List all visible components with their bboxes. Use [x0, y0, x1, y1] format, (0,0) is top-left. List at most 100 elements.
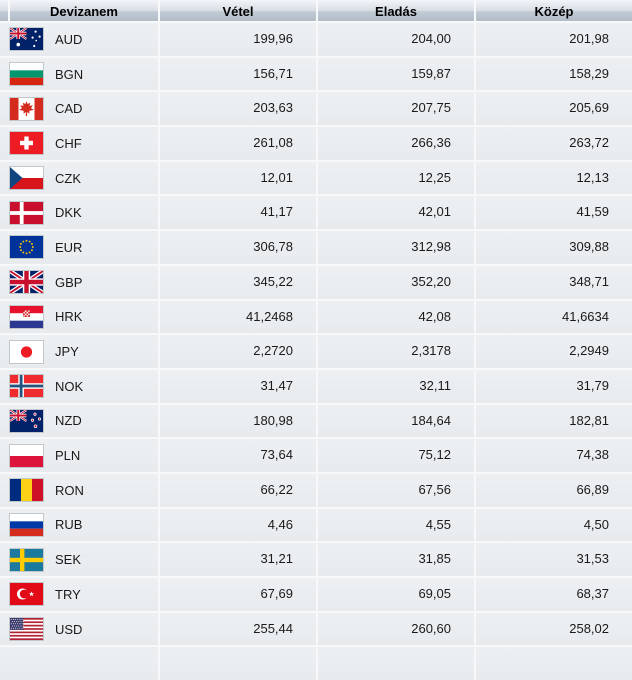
mid-value: 66,89	[476, 473, 632, 507]
sell-value: 207,75	[318, 92, 474, 126]
mid-value: 258,02	[476, 612, 632, 646]
czk-flag-icon	[10, 167, 43, 190]
buy-value: 180,98	[160, 404, 316, 438]
currency-cell: CAD	[0, 92, 158, 126]
currency-cell: GBP	[0, 265, 158, 299]
chf-flag-icon	[10, 132, 43, 155]
buy-value: 261,08	[160, 127, 316, 160]
column-header-currency: Devizanem	[10, 0, 158, 21]
hrk-flag-icon	[10, 305, 43, 328]
table-row: EUR 306,78 312,98 309,88	[0, 231, 632, 264]
column-header-buy: Vétel	[160, 0, 316, 21]
table-row: CZK 12,01 12,25 12,13	[0, 161, 632, 195]
currency-code: BGN	[55, 66, 84, 82]
sell-value: 12,25	[318, 161, 474, 195]
column-header-mid: Közép	[476, 0, 632, 21]
buy-value: 12,01	[160, 161, 316, 195]
sell-value: 42,08	[318, 300, 474, 334]
mid-value: 205,69	[476, 92, 632, 126]
empty-cell	[476, 647, 632, 680]
sek-flag-icon	[10, 548, 43, 571]
currency-cell: CHF	[0, 127, 158, 160]
currency-code: PLN	[55, 448, 81, 464]
buy-value: 31,21	[160, 543, 316, 576]
sell-value: 69,05	[318, 578, 474, 611]
table-row: DKK 41,17 42,01 41,59	[0, 196, 632, 230]
currency-code: USD	[55, 621, 83, 637]
gbp-flag-icon	[10, 271, 43, 294]
sell-value: 260,60	[318, 612, 474, 646]
sell-value: 67,56	[318, 473, 474, 507]
column-header-sell: Eladás	[318, 0, 474, 21]
sell-value: 42,01	[318, 196, 474, 230]
buy-value: 306,78	[160, 231, 316, 264]
mid-value: 4,50	[476, 508, 632, 542]
sell-value: 31,85	[318, 543, 474, 576]
currency-code: HRK	[55, 309, 83, 325]
aud-flag-icon	[10, 28, 43, 51]
table-row: HRK 41,2468 42,08 41,6634	[0, 300, 632, 334]
currency-cell: NOK	[0, 369, 158, 403]
table-body: AUD 199,96 204,00 201,98 BGN 156,71 159,…	[0, 23, 632, 646]
sell-value: 32,11	[318, 369, 474, 403]
table-row: RUB 4,46 4,55 4,50	[0, 508, 632, 542]
buy-value: 203,63	[160, 92, 316, 126]
sell-value: 266,36	[318, 127, 474, 160]
table-row: USD 255,44 260,60 258,02	[0, 612, 632, 646]
currency-code: NZD	[55, 413, 82, 429]
currency-code: GBP	[55, 274, 83, 290]
buy-value: 2,2720	[160, 335, 316, 368]
bgn-flag-icon	[10, 63, 43, 86]
currency-cell: SEK	[0, 543, 158, 576]
empty-cell	[0, 647, 158, 680]
buy-value: 255,44	[160, 612, 316, 646]
header-spacer-cell	[0, 0, 8, 21]
sell-value: 4,55	[318, 508, 474, 542]
buy-value: 199,96	[160, 23, 316, 56]
sell-value: 159,87	[318, 57, 474, 91]
currency-code: SEK	[55, 552, 82, 568]
table-row: PLN 73,64 75,12 74,38	[0, 439, 632, 472]
buy-value: 67,69	[160, 578, 316, 611]
table-row: TRY 67,69 69,05 68,37	[0, 578, 632, 611]
nzd-flag-icon	[10, 409, 43, 432]
currency-code: CHF	[55, 135, 82, 151]
table-header-row: Devizanem Vétel Eladás Közép	[0, 0, 632, 21]
table-row: GBP 345,22 352,20 348,71	[0, 265, 632, 299]
table-row: RON 66,22 67,56 66,89	[0, 473, 632, 507]
sell-value: 75,12	[318, 439, 474, 472]
currency-code: NOK	[55, 378, 84, 394]
try-flag-icon	[10, 583, 43, 606]
currency-code: DKK	[55, 205, 82, 221]
partial-next-row	[0, 647, 632, 680]
empty-cell	[160, 647, 316, 680]
currency-cell: EUR	[0, 231, 158, 264]
table-row: NOK 31,47 32,11 31,79	[0, 369, 632, 403]
mid-value: 31,53	[476, 543, 632, 576]
buy-value: 345,22	[160, 265, 316, 299]
usd-flag-icon	[10, 618, 43, 641]
sell-value: 184,64	[318, 404, 474, 438]
currency-cell: AUD	[0, 23, 158, 56]
mid-value: 31,79	[476, 369, 632, 403]
pln-flag-icon	[10, 444, 43, 467]
currency-cell: RUB	[0, 508, 158, 542]
empty-cell	[318, 647, 474, 680]
buy-value: 41,2468	[160, 300, 316, 334]
currency-code: JPY	[55, 344, 79, 360]
table-row: JPY 2,2720 2,3178 2,2949	[0, 335, 632, 368]
currency-code: RON	[55, 482, 84, 498]
buy-value: 156,71	[160, 57, 316, 91]
currency-code: RUB	[55, 517, 83, 533]
mid-value: 158,29	[476, 57, 632, 91]
currency-cell: CZK	[0, 161, 158, 195]
sell-value: 352,20	[318, 265, 474, 299]
buy-value: 4,46	[160, 508, 316, 542]
mid-value: 74,38	[476, 439, 632, 472]
currency-code: AUD	[55, 31, 83, 47]
currency-cell: PLN	[0, 439, 158, 472]
sell-value: 204,00	[318, 23, 474, 56]
eur-flag-icon	[10, 236, 43, 259]
mid-value: 348,71	[476, 265, 632, 299]
currency-code: EUR	[55, 239, 83, 255]
